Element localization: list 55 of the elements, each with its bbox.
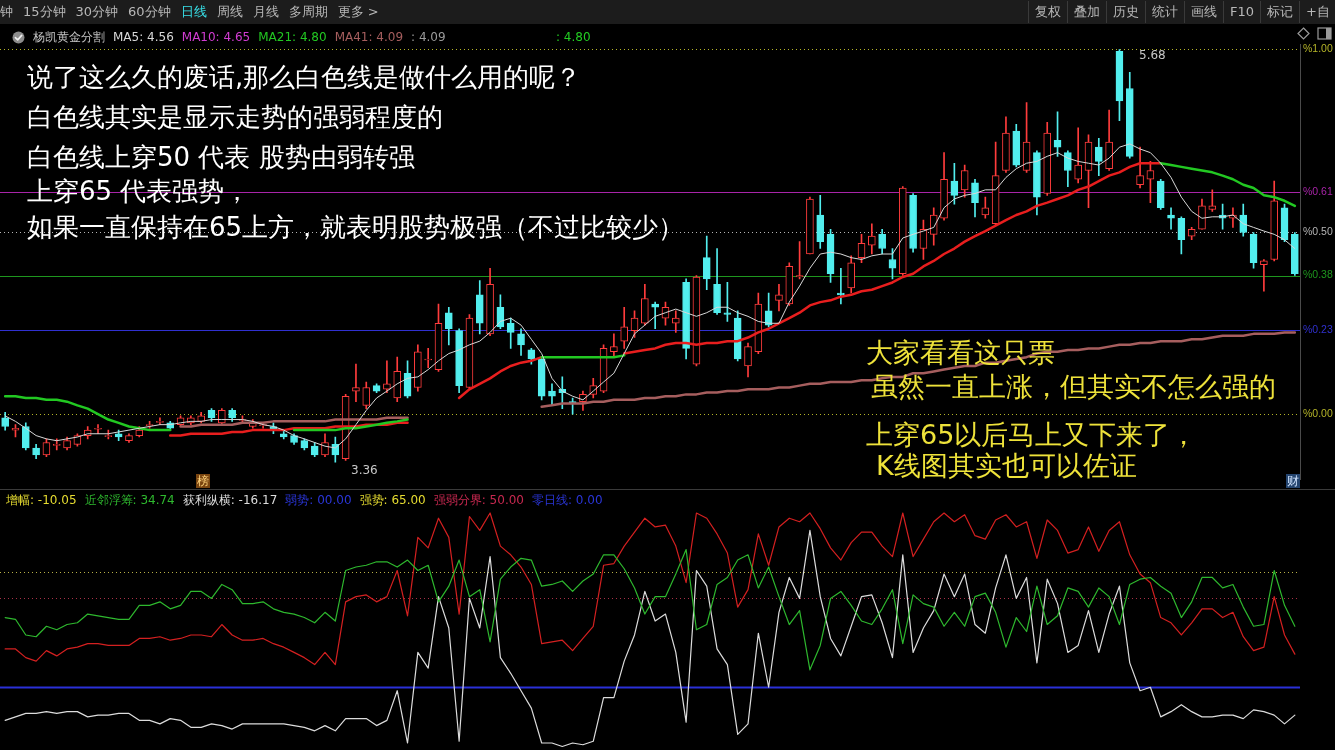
annotation: 5.68: [1139, 48, 1166, 62]
text: 零日线: 0.00: [531, 493, 603, 508]
text: 统计: [1145, 1, 1184, 23]
text: MA10: 4.65: [181, 30, 251, 45]
y-tick-label: %1.00: [1303, 42, 1333, 55]
text: : 4.09: [411, 30, 446, 45]
candlestick: [1208, 189, 1217, 212]
annotation: 如果一直保持在65上方，就表明股势极强（不过比较少）: [27, 212, 685, 242]
text: MA5: 4.56: [113, 30, 174, 45]
y-tick-label: %0.38: [1303, 268, 1333, 281]
annotation: 白色线其实是显示走势的强弱程度的: [27, 102, 443, 132]
text: 叠加: [1067, 1, 1106, 23]
candlestick: [352, 363, 360, 403]
text: 60分钟: [128, 3, 171, 21]
text: 近邻浮筹: 34.74: [84, 493, 175, 508]
text: 月线: [252, 3, 279, 21]
annotation: K线图其实也可以佐证: [876, 450, 1137, 481]
annotation: 说了这么久的废话,那么白色线是做什么用的呢？: [27, 62, 582, 92]
text: MA41: 4.09: [334, 30, 404, 45]
text: F10: [1223, 1, 1261, 23]
y-tick-label: %0.00: [1303, 406, 1333, 419]
text: 日线: [180, 3, 207, 21]
chart-title: 杨凯黄金分割: [33, 30, 105, 45]
text: 更多 >: [337, 3, 379, 21]
text: 周线: [216, 3, 243, 21]
text: 历史: [1106, 1, 1145, 23]
candlestick: [1260, 259, 1268, 292]
text: 15分钟: [23, 3, 66, 21]
y-tick-label: %0.23: [1303, 323, 1333, 336]
text: 强弱分界: 50.00: [433, 493, 524, 508]
text: 增幅: -10.05: [6, 493, 77, 508]
text: +自: [1299, 1, 1335, 23]
y-tick-label: %0.50: [1303, 224, 1333, 237]
candlestick: [651, 301, 659, 330]
annotation: 白色线上穿50 代表 股势由弱转强: [27, 142, 415, 172]
candlestick: [424, 348, 433, 369]
text: 强势: 65.00: [359, 493, 426, 508]
text: 画线: [1184, 1, 1223, 23]
annotation: 榜: [196, 474, 210, 488]
text: 30分钟: [75, 3, 119, 21]
text: 钟: [0, 3, 13, 21]
annotation: 虽然一直上涨，但其实不怎么强的: [871, 371, 1276, 402]
y-tick-label: %0.61: [1303, 184, 1333, 197]
candlestick: [775, 283, 783, 312]
text: 弱势: 00.00: [285, 493, 352, 508]
text: MA21: 4.80: [258, 30, 327, 45]
annotation: 财: [1286, 474, 1300, 488]
candlestick: [1167, 207, 1175, 230]
text: 多周期: [288, 3, 328, 21]
annotation: 上穿65以后马上又下来了，: [866, 419, 1198, 450]
text: 标记: [1260, 1, 1300, 23]
text: : 4.80: [556, 30, 591, 44]
text: 获利纵横: -16.17: [182, 493, 278, 508]
text: 复权: [1028, 1, 1067, 23]
annotation: 3.36: [351, 463, 378, 477]
